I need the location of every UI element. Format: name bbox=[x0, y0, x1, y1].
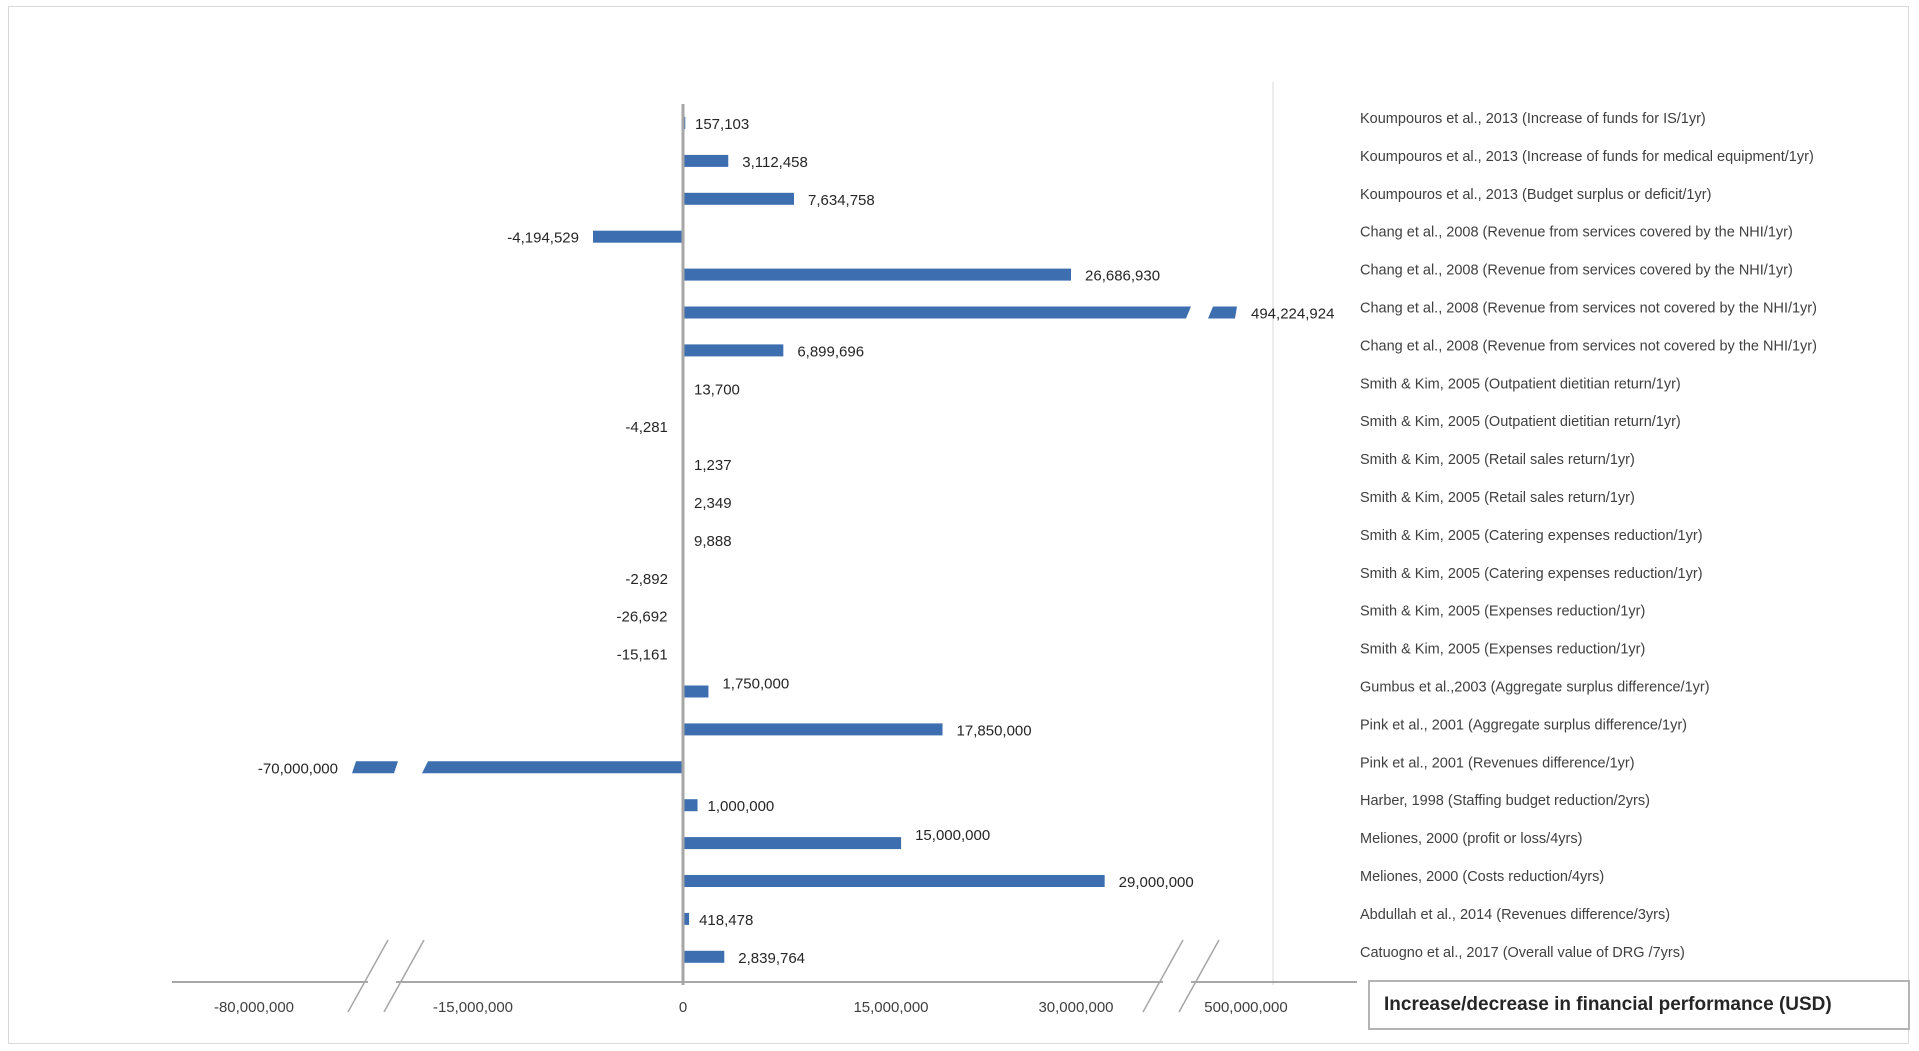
x-tick-label: 15,000,000 bbox=[853, 999, 928, 1016]
bar bbox=[683, 799, 698, 812]
data-label: -4,281 bbox=[625, 419, 668, 436]
category-label: Pink et al., 2001 (Revenues difference/1… bbox=[1360, 755, 1635, 771]
data-label: -26,692 bbox=[617, 609, 668, 626]
x-tick-label: 500,000,000 bbox=[1204, 999, 1287, 1016]
category-label: Harber, 1998 (Staffing budget reduction/… bbox=[1360, 793, 1650, 809]
category-label: Chang et al., 2008 (Revenue from service… bbox=[1360, 263, 1793, 279]
axis-break-mark bbox=[347, 939, 389, 1013]
x-tick-label: 0 bbox=[679, 999, 687, 1016]
category-label: Smith & Kim, 2005 (Expenses reduction/1y… bbox=[1360, 604, 1645, 620]
data-label: 9,888 bbox=[694, 533, 732, 550]
axis-break-mark bbox=[383, 939, 425, 1013]
bar-continued bbox=[1208, 306, 1237, 319]
data-label: 157,103 bbox=[695, 116, 749, 133]
x-tick-label: 30,000,000 bbox=[1038, 999, 1113, 1016]
bar bbox=[683, 950, 725, 963]
category-label: Smith & Kim, 2005 (Outpatient dietitian … bbox=[1360, 376, 1681, 392]
data-label: -15,161 bbox=[617, 647, 668, 664]
bar bbox=[683, 306, 1191, 319]
bar-continued bbox=[422, 761, 683, 774]
axis-break-gap bbox=[1163, 980, 1191, 984]
data-label: 13,700 bbox=[694, 381, 740, 398]
data-label: -4,194,529 bbox=[507, 230, 579, 247]
data-label: 15,000,000 bbox=[915, 827, 990, 844]
data-label: 7,634,758 bbox=[808, 192, 875, 209]
category-label: Koumpouros et al., 2013 (Increase of fun… bbox=[1360, 149, 1814, 165]
category-label: Meliones, 2000 (Costs reduction/4yrs) bbox=[1360, 869, 1604, 885]
category-label: Chang et al., 2008 (Revenue from service… bbox=[1360, 301, 1817, 317]
bar bbox=[683, 192, 795, 205]
data-label: 3,112,458 bbox=[742, 154, 808, 171]
data-label: 494,224,924 bbox=[1251, 306, 1334, 323]
category-label: Chang et al., 2008 (Revenue from service… bbox=[1360, 225, 1793, 241]
category-label: Koumpouros et al., 2013 (Increase of fun… bbox=[1360, 111, 1706, 127]
x-tick-label: -80,000,000 bbox=[214, 999, 294, 1016]
category-label: Smith & Kim, 2005 (Catering expenses red… bbox=[1360, 566, 1703, 582]
bar bbox=[683, 685, 709, 698]
bar bbox=[683, 268, 1072, 281]
x-axis-title-box: Increase/decrease in financial performan… bbox=[1368, 980, 1910, 1030]
category-label: Gumbus et al.,2003 (Aggregate surplus di… bbox=[1360, 680, 1710, 696]
bar bbox=[683, 875, 1105, 887]
category-label: Koumpouros et al., 2013 (Budget surplus … bbox=[1360, 187, 1711, 203]
data-label: 1,237 bbox=[694, 457, 732, 474]
bar bbox=[683, 154, 729, 167]
category-label: Catuogno et al., 2017 (Overall value of … bbox=[1360, 945, 1685, 961]
data-label: -2,892 bbox=[625, 571, 668, 588]
data-label: 17,850,000 bbox=[957, 722, 1032, 739]
data-label: 2,839,764 bbox=[738, 950, 805, 967]
category-label: Abdullah et al., 2014 (Revenues differen… bbox=[1360, 907, 1670, 923]
data-label: 2,349 bbox=[694, 495, 732, 512]
bar bbox=[683, 723, 943, 736]
category-label: Chang et al., 2008 (Revenue from service… bbox=[1360, 338, 1817, 354]
bar bbox=[592, 230, 683, 243]
bar bbox=[683, 912, 690, 925]
data-label: 1,000,000 bbox=[708, 798, 775, 815]
category-label: Pink et al., 2001 (Aggregate surplus dif… bbox=[1360, 717, 1687, 733]
category-label: Smith & Kim, 2005 (Retail sales return/1… bbox=[1360, 452, 1635, 468]
data-label: 418,478 bbox=[699, 912, 753, 929]
bar bbox=[683, 837, 902, 850]
axis-break-mark bbox=[1142, 939, 1184, 1013]
data-label: 26,686,930 bbox=[1085, 268, 1160, 285]
category-label: Smith & Kim, 2005 (Outpatient dietitian … bbox=[1360, 414, 1681, 430]
x-tick-label: -15,000,000 bbox=[433, 999, 513, 1016]
category-label: Meliones, 2000 (profit or loss/4yrs) bbox=[1360, 831, 1582, 847]
category-label: Smith & Kim, 2005 (Expenses reduction/1y… bbox=[1360, 642, 1645, 658]
x-axis-title: Increase/decrease in financial performan… bbox=[1384, 994, 1832, 1015]
category-label: Smith & Kim, 2005 (Catering expenses red… bbox=[1360, 528, 1703, 544]
axis-break-gap bbox=[368, 980, 396, 984]
category-label: Smith & Kim, 2005 (Retail sales return/1… bbox=[1360, 490, 1635, 506]
bar bbox=[352, 761, 398, 774]
data-label: 6,899,696 bbox=[797, 343, 864, 360]
bar bbox=[683, 344, 784, 357]
data-label: 29,000,000 bbox=[1119, 874, 1194, 891]
data-label: 1,750,000 bbox=[722, 676, 789, 693]
axis-break-mark bbox=[1178, 939, 1220, 1013]
data-label: -70,000,000 bbox=[258, 760, 338, 777]
